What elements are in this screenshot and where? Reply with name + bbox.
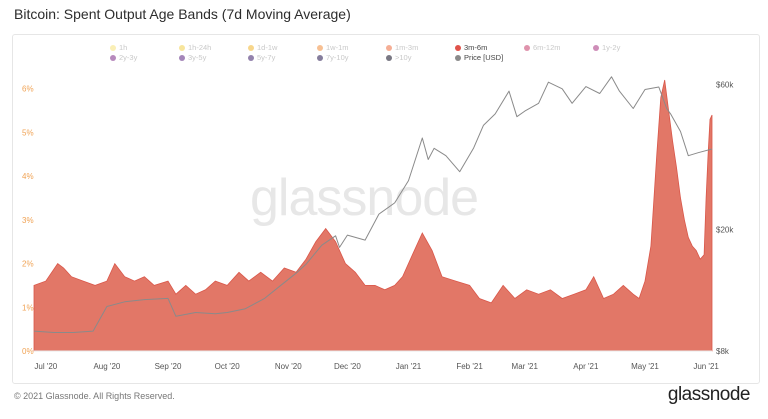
y-left-tick-label: 3% xyxy=(22,216,34,225)
y-left-tick-label: 0% xyxy=(22,347,34,356)
legend-label: 5y-7y xyxy=(257,53,276,62)
x-tick-label: May '21 xyxy=(631,362,659,371)
legend-marker xyxy=(593,44,599,51)
legend-label: 1m-3m xyxy=(395,43,419,52)
footer-copyright: © 2021 Glassnode. All Rights Reserved. xyxy=(14,391,175,401)
y-right-tick-label: $8k xyxy=(716,347,730,356)
legend-label: 7y-10y xyxy=(326,53,349,62)
legend-item-4[interactable]: 1m-3m xyxy=(386,43,455,52)
x-tick-label: Jul '20 xyxy=(34,362,57,371)
legend-item-1[interactable]: 1h-24h xyxy=(179,43,248,52)
legend-label: 3m-6m xyxy=(464,43,488,52)
legend-marker xyxy=(317,54,323,61)
legend-label: 2y-3y xyxy=(119,53,138,62)
y-left-tick-label: 4% xyxy=(22,172,34,181)
legend-item-8[interactable]: 2y-3y xyxy=(110,53,179,62)
legend-marker xyxy=(110,44,116,51)
legend-marker xyxy=(317,44,323,51)
x-tick-label: Jun '21 xyxy=(693,362,719,371)
brand-logo-text: glassnode xyxy=(667,384,751,405)
chart-title: Bitcoin: Spent Output Age Bands (7d Movi… xyxy=(14,6,351,22)
x-tick-label: Nov '20 xyxy=(275,362,302,371)
legend-item-6[interactable]: 6m-12m xyxy=(524,43,593,52)
area-3m-6m xyxy=(33,79,713,352)
y-left-tick-label: 5% xyxy=(22,128,34,137)
x-tick-label: Apr '21 xyxy=(573,362,599,371)
legend-item-5[interactable]: 3m-6m xyxy=(455,43,524,52)
legend-marker xyxy=(524,44,530,51)
legend-marker xyxy=(110,54,116,61)
y-right-tick-label: $60k xyxy=(716,80,734,89)
chart-legend: 1h 1h-24h 1d-1w 1w-1m 1m-3m 3m-6m 6m-12m 1y-2y 2… xyxy=(110,43,720,62)
legend-item-3[interactable]: 1w-1m xyxy=(317,43,386,52)
legend-item-9[interactable]: 3y-5y xyxy=(179,53,248,62)
legend-marker xyxy=(386,54,392,61)
legend-marker xyxy=(455,44,461,51)
legend-item-0[interactable]: 1h xyxy=(110,43,179,52)
price-line xyxy=(33,76,713,333)
y-left-tick-label: 6% xyxy=(22,85,34,94)
legend-label: Price [USD] xyxy=(464,53,504,62)
legend-marker xyxy=(386,44,392,51)
legend-item-13[interactable]: Price [USD] xyxy=(455,53,524,62)
watermark: glassnode xyxy=(250,169,479,227)
x-tick-label: Jan '21 xyxy=(396,362,422,371)
legend-marker xyxy=(455,54,461,61)
legend-label: 1y-2y xyxy=(602,43,621,52)
x-tick-label: Feb '21 xyxy=(456,362,483,371)
legend-item-2[interactable]: 1d-1w xyxy=(248,43,317,52)
x-tick-label: Mar '21 xyxy=(512,362,539,371)
legend-label: 1h-24h xyxy=(188,43,212,52)
legend-label: >10y xyxy=(395,53,412,62)
y-left-tick-label: 1% xyxy=(22,303,34,312)
legend-marker xyxy=(248,54,254,61)
legend-label: 1w-1m xyxy=(326,43,349,52)
legend-marker xyxy=(248,44,254,51)
y-left-tick-label: 2% xyxy=(22,260,34,269)
x-tick-label: Aug '20 xyxy=(93,362,120,371)
legend-item-11[interactable]: 7y-10y xyxy=(317,53,386,62)
x-tick-label: Sep '20 xyxy=(155,362,182,371)
legend-label: 3y-5y xyxy=(188,53,207,62)
x-tick-label: Dec '20 xyxy=(334,362,361,371)
legend-marker xyxy=(179,44,185,51)
legend-marker xyxy=(179,54,185,61)
legend-label: 1h xyxy=(119,43,128,52)
legend-item-7[interactable]: 1y-2y xyxy=(593,43,662,52)
y-right-tick-label: $20k xyxy=(716,226,734,235)
legend-item-12[interactable]: >10y xyxy=(386,53,455,62)
legend-label: 1d-1w xyxy=(257,43,278,52)
x-tick-label: Oct '20 xyxy=(215,362,241,371)
legend-item-10[interactable]: 5y-7y xyxy=(248,53,317,62)
legend-label: 6m-12m xyxy=(533,43,561,52)
